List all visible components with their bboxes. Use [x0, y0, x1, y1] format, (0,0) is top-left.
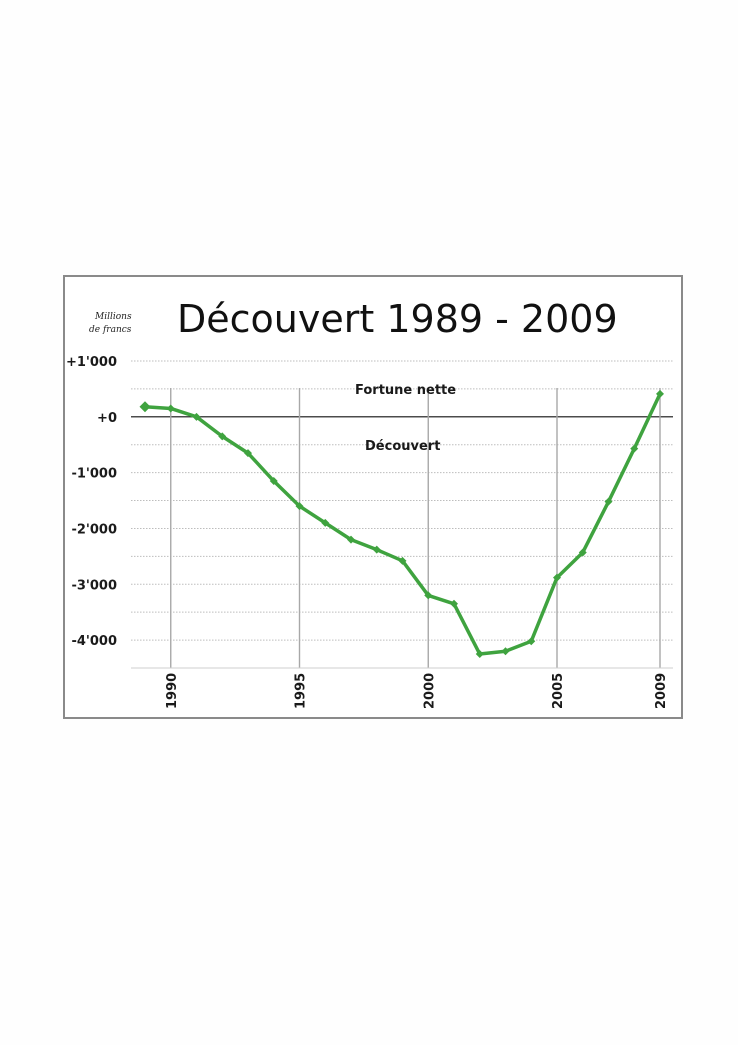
data-point — [321, 518, 330, 527]
chart-title: Découvert 1989 - 2009 — [177, 297, 618, 341]
y-unit-line-1: Millions — [94, 312, 132, 322]
data-point — [269, 477, 278, 486]
data-point — [398, 556, 407, 565]
data-point — [475, 650, 484, 659]
chart: Millions de francs Découvert 1989 - 2009… — [66, 297, 673, 709]
y-tick-label: -3'000 — [71, 578, 117, 593]
data-point — [166, 404, 175, 413]
grid — [131, 360, 673, 669]
y-axis: +1'000 +0 -1'000 -2'000 -3'000 -4'000 — [66, 355, 117, 649]
x-tick-label: 2009 — [654, 673, 669, 709]
y-tick-label: -1'000 — [71, 467, 117, 482]
data-point — [347, 535, 355, 544]
data-point — [630, 444, 639, 453]
series-group — [139, 389, 664, 659]
y-unit-line-2: de francs — [89, 325, 132, 335]
annotation-decouvert: Découvert — [365, 439, 440, 454]
x-tick-label: 1995 — [294, 673, 309, 709]
data-point — [244, 449, 252, 458]
x-tick-label: 1990 — [165, 673, 180, 709]
data-point — [527, 637, 536, 646]
data-point — [578, 548, 587, 557]
data-point — [501, 647, 510, 656]
x-tick-label: 2000 — [422, 673, 437, 709]
y-tick-label: +0 — [97, 411, 117, 426]
data-point — [139, 401, 151, 413]
chart-frame: Millions de francs Découvert 1989 - 2009… — [63, 275, 683, 719]
y-tick-label: -2'000 — [71, 522, 117, 537]
x-axis: 1990 1995 2000 2005 2009 — [165, 673, 669, 709]
data-point — [424, 591, 433, 600]
data-point — [656, 389, 664, 398]
data-point — [192, 412, 201, 421]
data-point — [218, 432, 227, 441]
data-point — [604, 497, 613, 506]
data-point — [295, 502, 304, 511]
annotation-fortune-nette: Fortune nette — [355, 383, 456, 398]
data-point — [450, 599, 458, 608]
y-tick-label: -4'000 — [71, 634, 117, 649]
data-point — [372, 545, 381, 554]
y-tick-label: +1'000 — [66, 355, 117, 370]
data-point — [553, 573, 561, 582]
x-tick-label: 2005 — [551, 673, 566, 709]
